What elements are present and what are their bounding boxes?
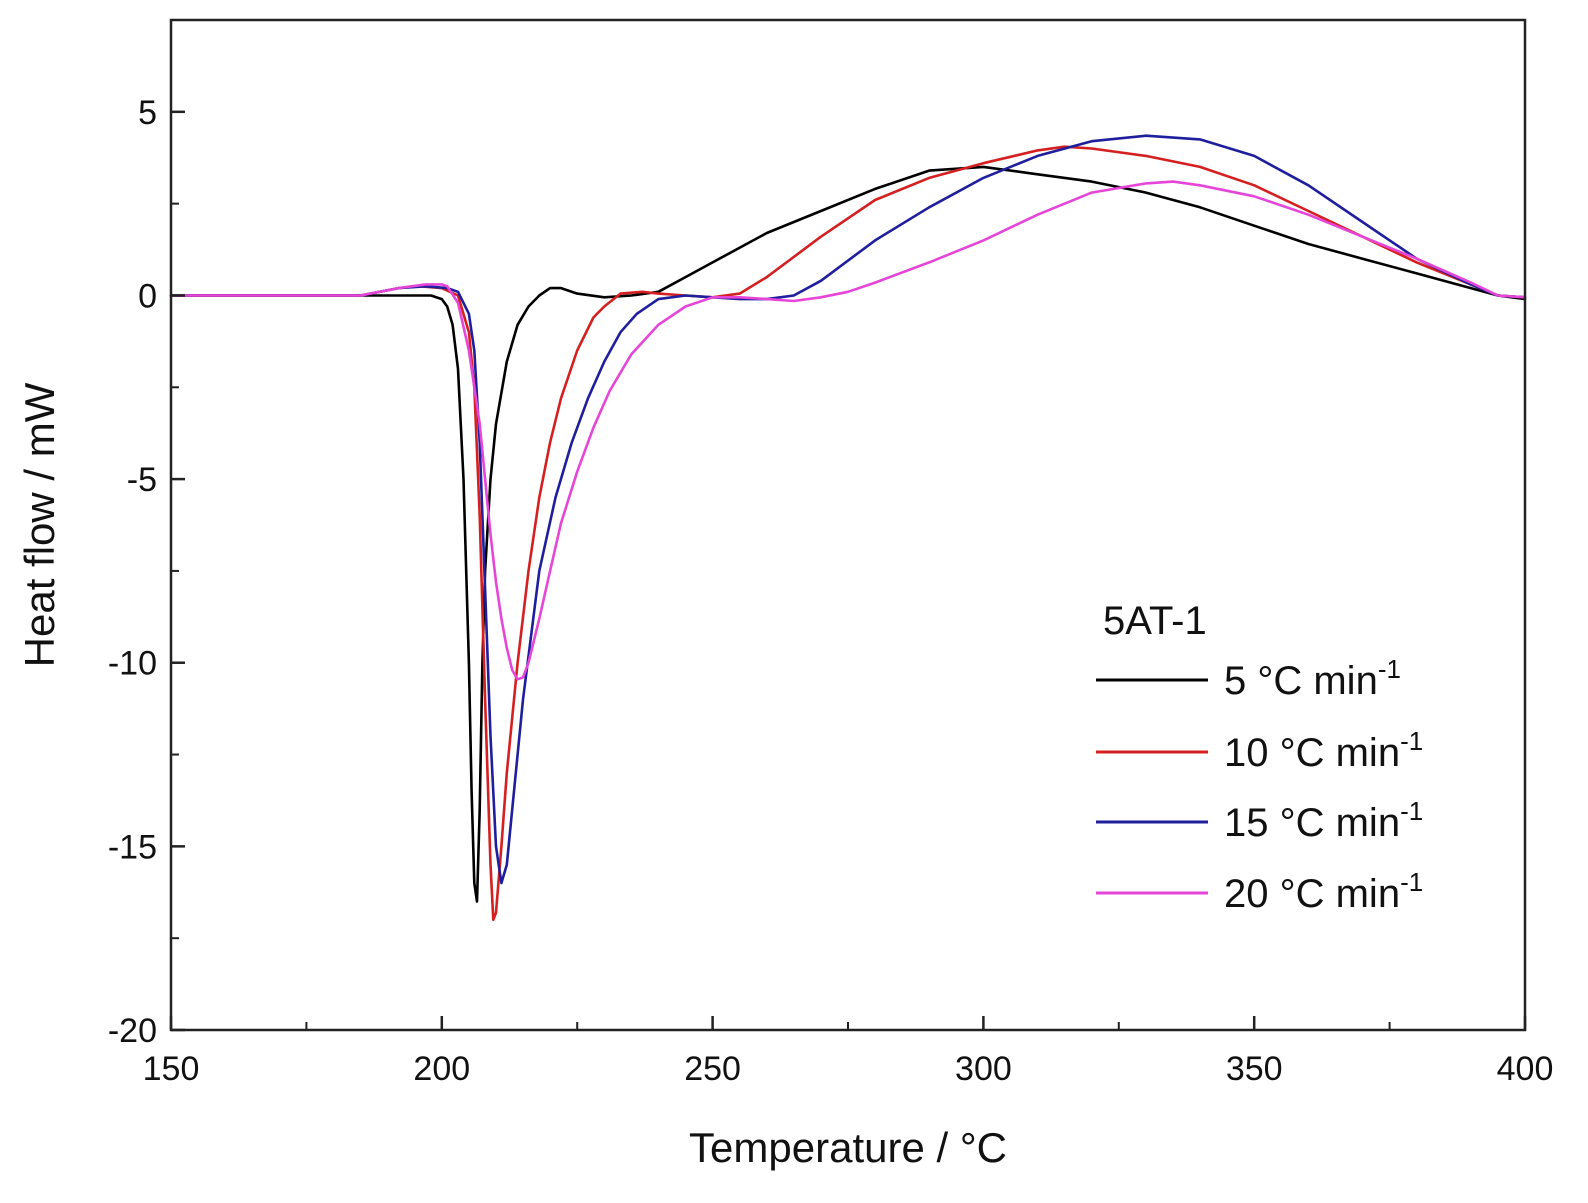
legend-label-main: 20 — [1224, 872, 1280, 916]
x-tick-label: 150 — [143, 1050, 200, 1088]
legend-label-sup: -1 — [1400, 726, 1423, 756]
x-tick-label: 300 — [955, 1050, 1012, 1088]
y-tick-label: -15 — [108, 828, 157, 866]
x-tick-label: 250 — [684, 1050, 741, 1088]
y-axis-title: Heat flow / mW — [16, 382, 63, 667]
x-axis-title: Temperature / °C — [689, 1124, 1007, 1171]
x-axis: 150 200 250 300 350 400 — [143, 1016, 1554, 1088]
y-axis: -20 -15 -10 -5 0 5 — [108, 19, 185, 1050]
legend-label-main: 10 — [1224, 731, 1280, 775]
legend-label: 15 °C min-1 — [1224, 796, 1423, 845]
series-line-10 — [169, 145, 1527, 922]
legend-item: 5 °C min-1 — [1096, 654, 1401, 703]
x-tick-label: 400 — [1497, 1050, 1554, 1088]
legend: 5AT-1 5 °C min-110 °C min-115 °C min-120… — [1096, 599, 1423, 916]
y-tick-label: 0 — [138, 277, 157, 315]
legend-label-unit: °C min — [1280, 872, 1400, 916]
legend-label-sup: -1 — [1378, 654, 1401, 684]
y-tick-label: -5 — [127, 461, 157, 499]
legend-label: 10 °C min-1 — [1224, 726, 1423, 775]
legend-label-unit: °C min — [1257, 659, 1377, 703]
legend-label-unit: °C min — [1280, 801, 1400, 845]
legend-item: 20 °C min-1 — [1096, 867, 1423, 916]
x-tick-label: 350 — [1226, 1050, 1283, 1088]
legend-label: 5 °C min-1 — [1224, 654, 1401, 703]
y-tick-label: -10 — [108, 645, 157, 683]
legend-label-sup: -1 — [1400, 867, 1423, 897]
series-layer — [169, 134, 1527, 922]
y-tick-label: 5 — [138, 94, 157, 132]
legend-label-main: 5 — [1224, 659, 1257, 703]
legend-label-unit: °C min — [1280, 731, 1400, 775]
legend-label-main: 15 — [1224, 801, 1280, 845]
series-line-15 — [169, 134, 1527, 885]
legend-title: 5AT-1 — [1103, 599, 1207, 643]
y-tick-label: -20 — [108, 1012, 157, 1050]
legend-entries: 5 °C min-110 °C min-115 °C min-120 °C mi… — [1096, 654, 1423, 916]
legend-label-sup: -1 — [1400, 796, 1423, 826]
legend-item: 15 °C min-1 — [1096, 796, 1423, 845]
series-line-5 — [169, 165, 1527, 903]
x-tick-label: 200 — [413, 1050, 470, 1088]
legend-label: 20 °C min-1 — [1224, 867, 1423, 916]
series-line-20 — [169, 180, 1527, 681]
legend-item: 10 °C min-1 — [1096, 726, 1423, 775]
